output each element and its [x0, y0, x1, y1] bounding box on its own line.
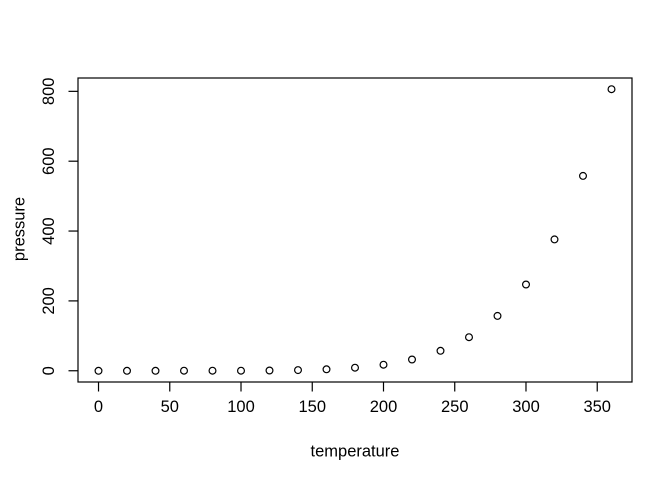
x-tick-label: 0 [94, 398, 103, 416]
data-point [550, 235, 559, 244]
y-axis-title: pressure [10, 196, 29, 262]
x-axis-title: temperature [310, 442, 400, 461]
y-tick-label: 800 [40, 78, 58, 106]
data-point [408, 355, 417, 364]
data-point [493, 311, 502, 320]
x-tick-label: 100 [227, 398, 255, 416]
data-point [208, 366, 217, 375]
x-tick-label: 300 [512, 398, 540, 416]
x-tick-label: 200 [370, 398, 398, 416]
data-point [237, 366, 246, 375]
data-point [180, 366, 189, 375]
data-point [151, 366, 160, 375]
x-tick-label: 50 [161, 398, 179, 416]
data-point [265, 366, 274, 375]
data-point [294, 366, 303, 375]
plot-box [77, 77, 633, 383]
data-point [465, 333, 474, 342]
x-tick-label: 350 [583, 398, 611, 416]
y-tick-label: 200 [40, 287, 58, 315]
y-tick-label: 600 [40, 147, 58, 175]
data-point [94, 366, 103, 375]
data-point [578, 171, 587, 180]
data-point [351, 363, 360, 372]
data-point [436, 346, 445, 355]
data-point [521, 280, 530, 289]
data-point [122, 366, 131, 375]
data-point [379, 360, 388, 369]
x-tick-label: 150 [298, 398, 326, 416]
data-point [322, 365, 331, 374]
data-point [607, 85, 616, 94]
x-tick-label: 250 [441, 398, 469, 416]
y-tick-label: 0 [40, 366, 58, 375]
y-tick-label: 400 [40, 217, 58, 245]
